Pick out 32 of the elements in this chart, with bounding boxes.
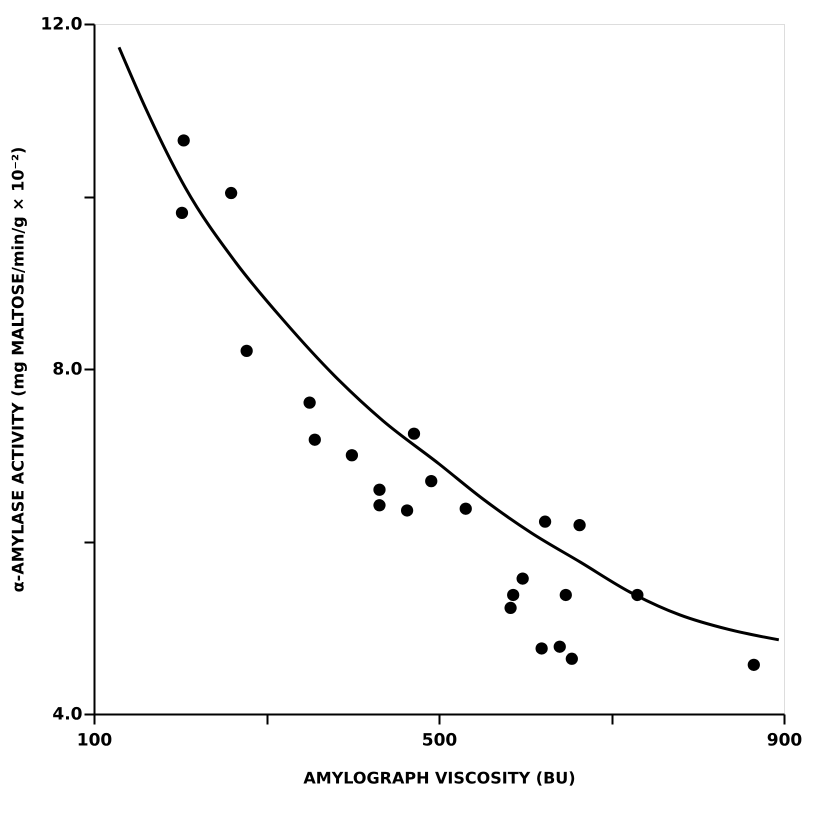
point <box>346 449 358 462</box>
point <box>516 572 529 585</box>
y-axis-title: α-AMYLASE ACTIVITY (mg MALTOSE/min/g × 10⁻²) <box>8 146 28 592</box>
point <box>573 519 586 532</box>
y-tick-label: 8.0 <box>52 360 83 380</box>
point <box>425 475 438 488</box>
point <box>554 640 566 653</box>
x-tick-label: 500 <box>422 730 458 750</box>
point <box>507 588 520 602</box>
point <box>225 186 238 200</box>
point <box>400 504 414 517</box>
point <box>176 206 188 219</box>
point <box>538 516 552 528</box>
point <box>560 588 572 602</box>
point <box>304 396 316 409</box>
line-series <box>118 46 780 642</box>
point <box>748 658 760 671</box>
point <box>566 652 578 665</box>
point <box>373 499 386 512</box>
x-axis-title: AMYLOGRAPH VISCOSITY (BU) <box>303 768 576 788</box>
point <box>460 502 472 515</box>
point <box>308 434 321 446</box>
point <box>408 428 420 440</box>
x-tick-label: 100 <box>76 730 112 750</box>
point <box>373 484 386 496</box>
point <box>536 642 548 655</box>
point <box>178 134 190 147</box>
point <box>240 344 253 357</box>
x-tick-label: 900 <box>766 730 802 750</box>
point <box>504 602 517 614</box>
y-tick-label: 12.0 <box>40 14 83 34</box>
y-tick-label: 4.0 <box>52 704 83 724</box>
